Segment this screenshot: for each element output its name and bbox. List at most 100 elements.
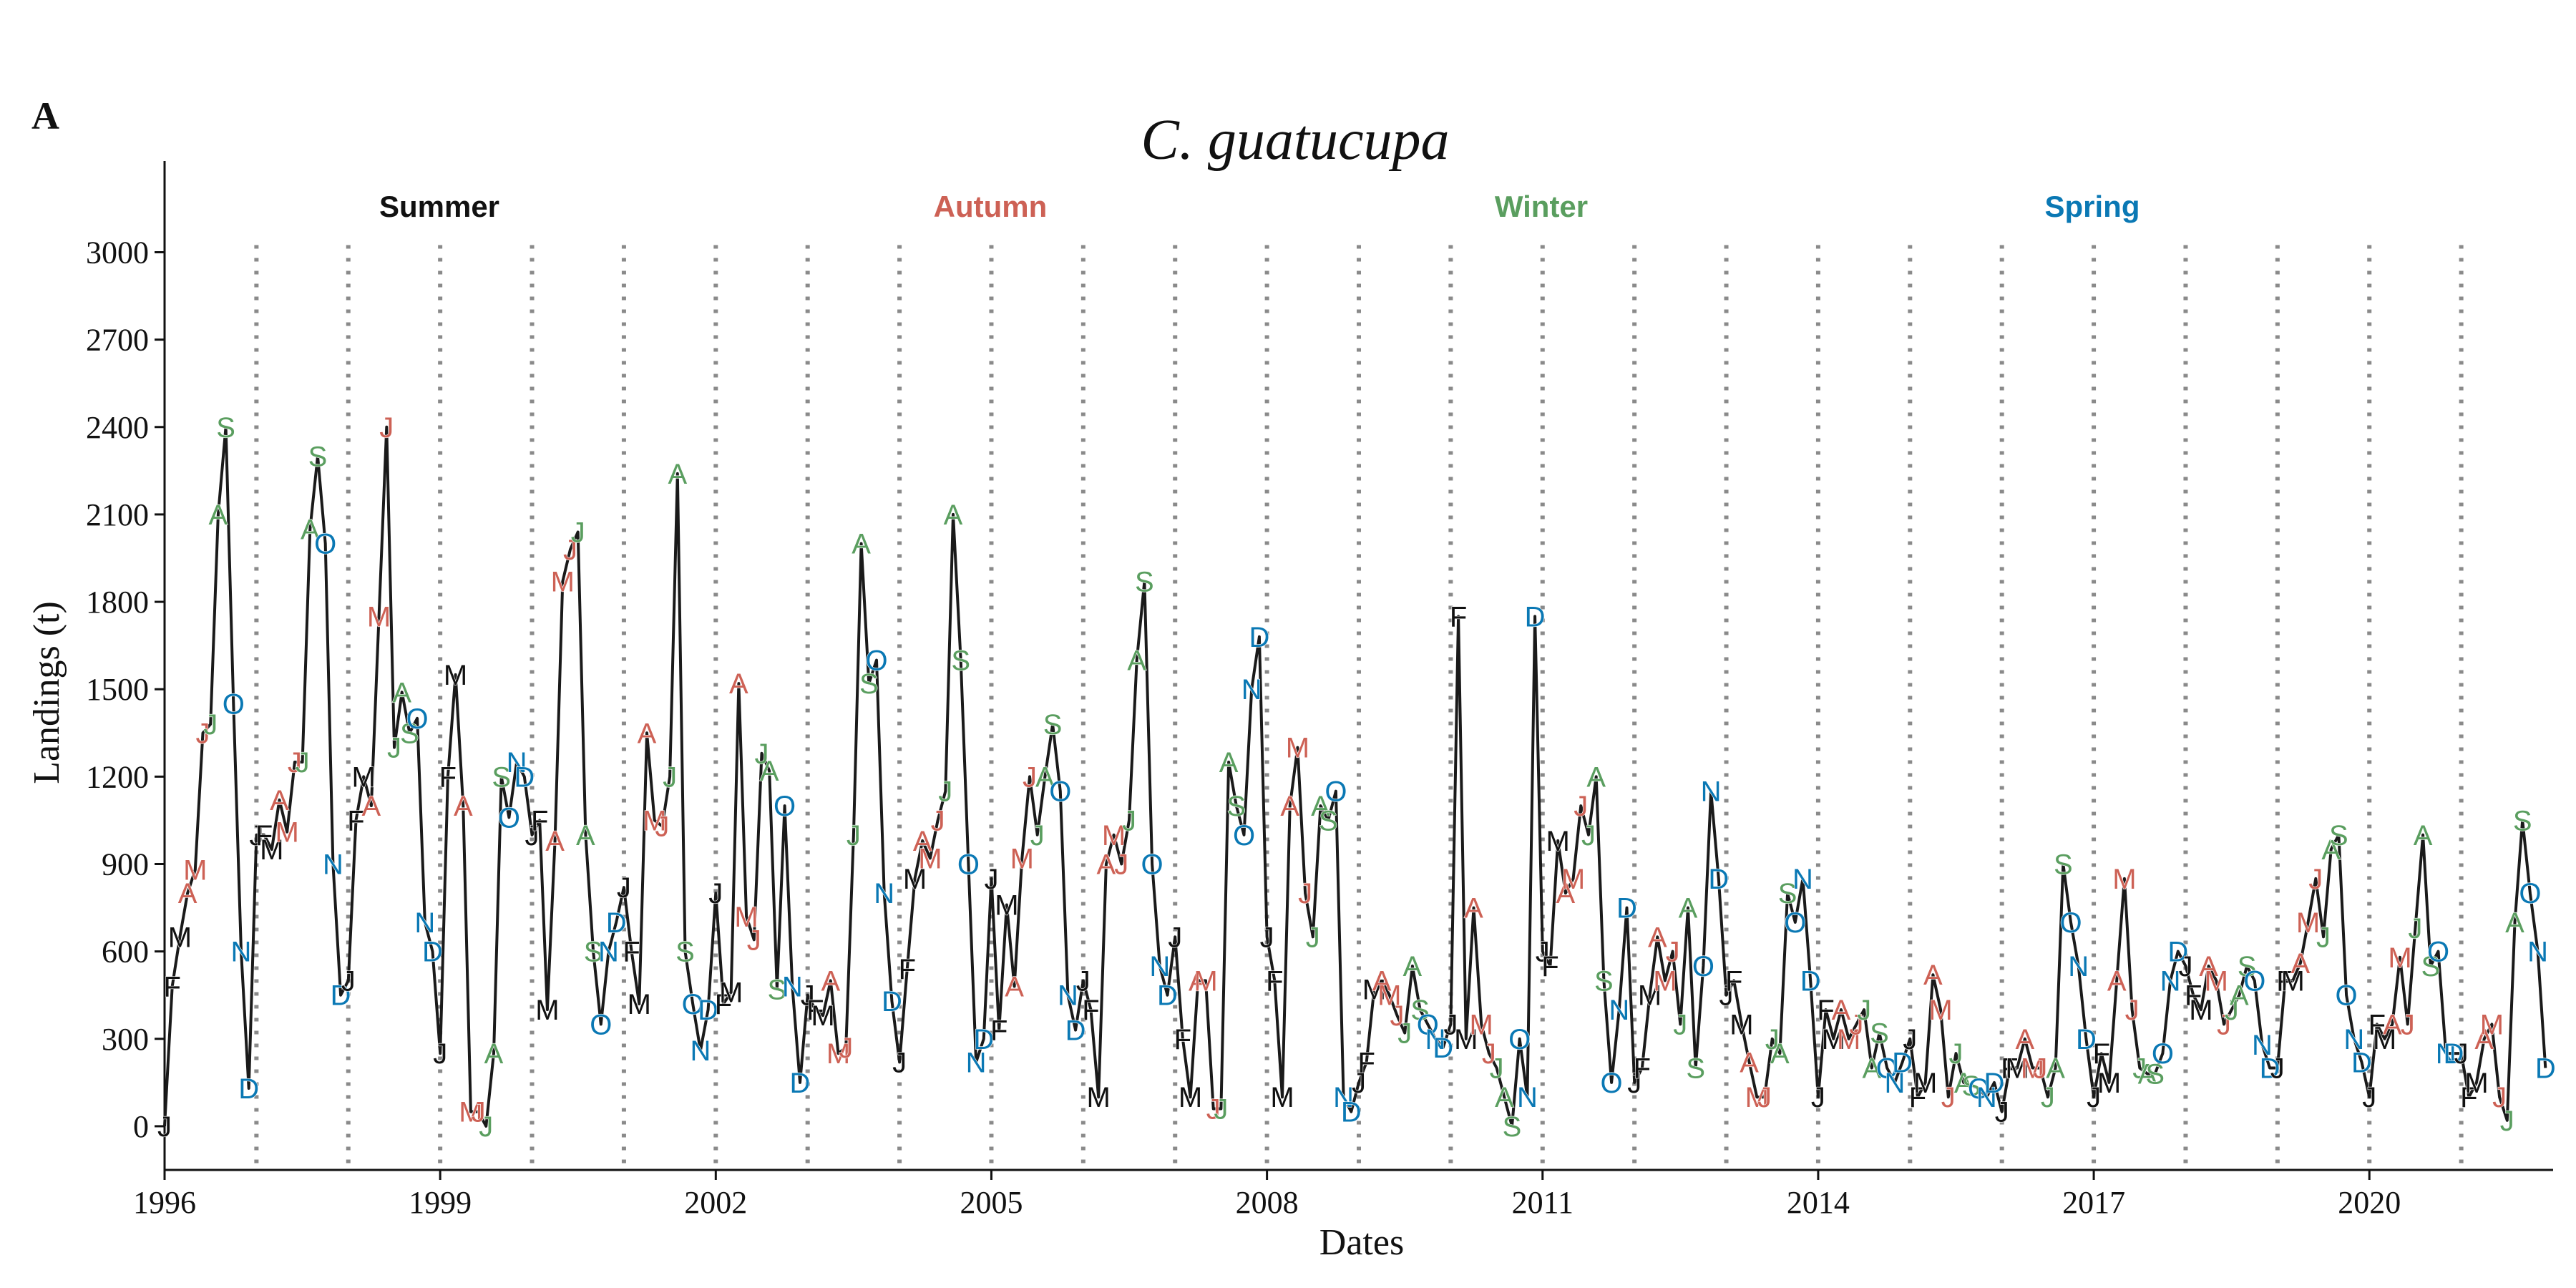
month-marker: M <box>1928 995 1952 1026</box>
month-marker: J <box>1574 791 1588 822</box>
month-marker: A <box>1740 1047 1759 1078</box>
month-marker: O <box>1417 1009 1439 1040</box>
y-tick-label: 900 <box>102 847 149 882</box>
x-tick-label: 1999 <box>409 1185 472 1220</box>
month-marker: M <box>2373 1024 2396 1055</box>
month-marker: M <box>628 989 651 1020</box>
month-marker: M <box>1470 1009 1493 1040</box>
month-marker: F <box>1174 1024 1191 1055</box>
month-marker: M <box>734 902 758 933</box>
month-marker: A <box>2046 1053 2065 1085</box>
month-marker: J <box>1030 820 1045 852</box>
month-marker: S <box>2054 849 2073 881</box>
month-marker: J <box>1443 1009 1458 1040</box>
month-marker: J <box>1857 995 1871 1026</box>
month-marker: J <box>755 738 769 770</box>
month-marker: D <box>1984 1068 2005 1099</box>
month-marker: A <box>362 791 381 822</box>
month-marker: F <box>439 761 457 793</box>
month-marker: O <box>2519 878 2541 909</box>
month-marker: F <box>163 972 180 1003</box>
month-marker: J <box>249 820 263 852</box>
month-marker: O <box>1968 1073 1990 1105</box>
month-marker: A <box>760 756 779 787</box>
month-marker: J <box>1114 849 1128 881</box>
month-marker: N <box>323 849 343 881</box>
month-marker: J <box>472 1097 486 1128</box>
month-marker: A <box>2474 1024 2494 1055</box>
month-marker: J <box>1666 937 1680 968</box>
month-marker: J <box>1122 805 1136 836</box>
x-tick-label: 2014 <box>1787 1185 1850 1220</box>
month-marker: N <box>1884 1068 1905 1099</box>
month-marker: J <box>571 517 585 548</box>
month-marker: A <box>1035 761 1055 793</box>
month-marker: J <box>341 965 356 997</box>
month-marker: N <box>1609 995 1629 1026</box>
month-marker: J <box>2401 1009 2415 1040</box>
x-tick-label: 2005 <box>960 1185 1023 1220</box>
month-marker: J <box>1490 1053 1504 1085</box>
month-marker: M <box>918 843 942 874</box>
month-marker: S <box>584 937 603 968</box>
month-marker: J <box>1168 922 1182 953</box>
month-marker: J <box>2316 922 2331 953</box>
month-marker: D <box>2351 1047 2372 1078</box>
month-marker: A <box>821 965 840 997</box>
month-marker: M <box>2296 907 2320 939</box>
month-marker: M <box>1377 980 1401 1012</box>
month-marker: F <box>2001 1053 2018 1085</box>
month-marker: S <box>1962 1070 1981 1102</box>
month-marker: A <box>178 878 197 909</box>
month-marker: N <box>782 972 803 1003</box>
month-marker: O <box>314 529 336 560</box>
month-marker: M <box>2097 1068 2121 1099</box>
month-marker: O <box>1141 849 1163 881</box>
month-marker: J <box>203 709 218 741</box>
month-marker: D <box>2076 1024 2097 1055</box>
month-marker: F <box>990 1015 1008 1047</box>
month-marker: F <box>2368 1009 2386 1040</box>
month-marker: D <box>1708 864 1729 895</box>
month-marker: S <box>308 441 328 473</box>
month-marker: A <box>576 820 595 852</box>
month-marker: J <box>663 761 677 793</box>
month-marker: A <box>2291 948 2311 980</box>
month-marker: N <box>2527 937 2548 968</box>
month-marker: M <box>183 855 207 887</box>
month-marker: A <box>729 668 748 700</box>
month-marker: J <box>2500 1106 2514 1137</box>
month-marker: A <box>1127 645 1146 677</box>
month-marker: J <box>1949 1038 1963 1070</box>
month-marker: F <box>806 995 824 1026</box>
month-marker: J <box>1482 1038 1496 1070</box>
month-marker: M <box>643 805 666 836</box>
month-marker: M <box>2205 965 2228 997</box>
month-marker: M <box>551 567 575 598</box>
month-marker: M <box>826 1038 850 1070</box>
month-marker: D <box>1341 1097 1362 1128</box>
month-marker: J <box>1536 937 1550 968</box>
month-marker: O <box>498 802 520 834</box>
month-marker: A <box>454 791 473 822</box>
month-marker: J <box>1581 820 1596 852</box>
month-marker: A <box>1648 922 1667 953</box>
month-marker: J <box>2179 951 2193 982</box>
month-marker: M <box>1638 980 1662 1012</box>
month-marker: J <box>1306 922 1320 953</box>
month-marker: D <box>2535 1053 2556 1085</box>
month-marker: M <box>2112 864 2136 895</box>
y-tick-label: 2700 <box>86 323 149 358</box>
month-marker: J <box>892 1047 907 1078</box>
month-marker: M <box>1102 820 1126 852</box>
month-marker: M <box>1913 1068 1937 1099</box>
month-marker: A <box>1862 1053 1881 1085</box>
month-marker: O <box>1784 907 1806 939</box>
month-marker: M <box>1837 1024 1860 1055</box>
month-marker: J <box>2308 864 2323 895</box>
month-marker: A <box>1005 972 1024 1003</box>
month-marker: O <box>1049 776 1071 808</box>
month-marker: S <box>1870 1018 1889 1050</box>
month-marker: D <box>882 986 902 1018</box>
month-marker: A <box>2505 907 2524 939</box>
